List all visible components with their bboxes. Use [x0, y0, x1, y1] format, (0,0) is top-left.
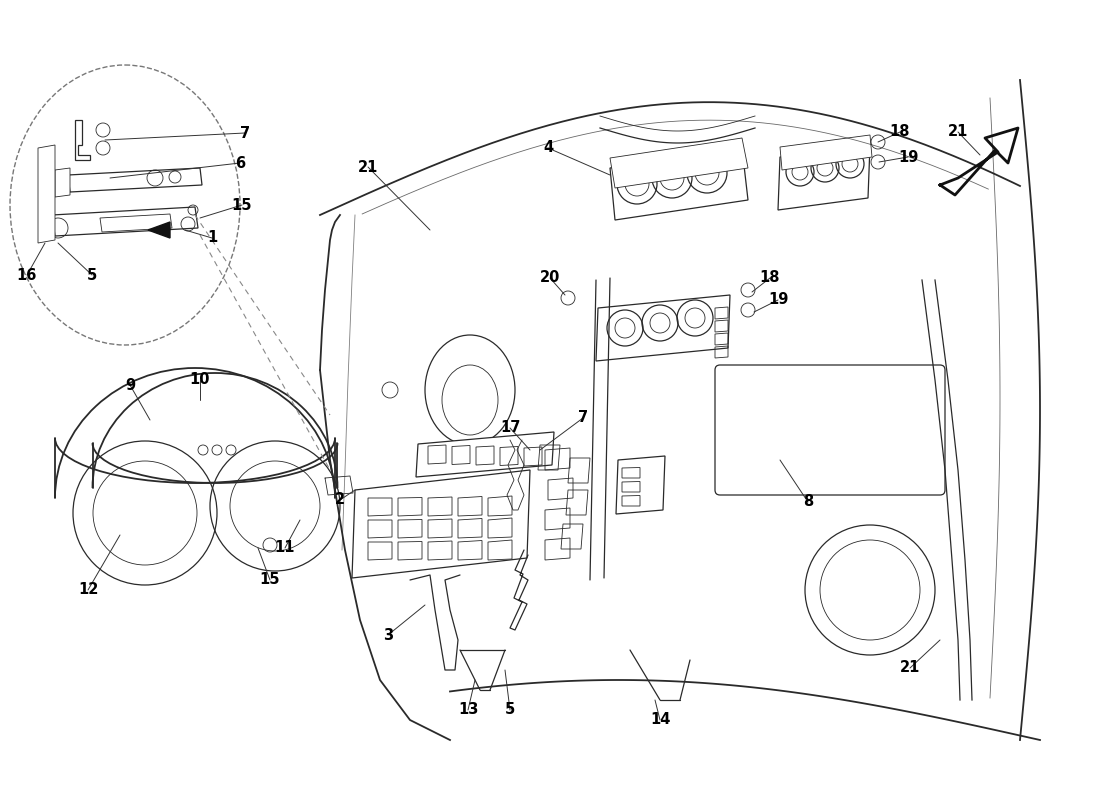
Polygon shape	[39, 145, 55, 243]
Text: 13: 13	[458, 702, 478, 718]
Polygon shape	[352, 470, 530, 578]
Text: 3: 3	[383, 627, 393, 642]
Polygon shape	[68, 168, 202, 192]
Text: 21: 21	[948, 125, 968, 139]
Text: 16: 16	[16, 267, 37, 282]
Text: 21: 21	[358, 159, 378, 174]
Text: 15: 15	[260, 573, 280, 587]
Text: 18: 18	[760, 270, 780, 286]
Text: 21: 21	[900, 661, 921, 675]
Text: 19: 19	[898, 150, 918, 165]
Text: 17: 17	[499, 421, 520, 435]
Text: 19: 19	[768, 293, 789, 307]
Polygon shape	[416, 432, 554, 477]
Text: 1: 1	[207, 230, 217, 246]
Text: 5: 5	[505, 702, 515, 718]
Polygon shape	[610, 148, 748, 220]
Text: 5: 5	[87, 267, 97, 282]
Polygon shape	[778, 145, 870, 210]
Text: 14: 14	[650, 713, 670, 727]
Text: 7: 7	[240, 126, 250, 141]
Polygon shape	[75, 120, 90, 160]
Text: 8: 8	[803, 494, 813, 510]
Text: 4: 4	[543, 141, 553, 155]
Polygon shape	[100, 214, 172, 232]
Text: 10: 10	[189, 373, 210, 387]
Ellipse shape	[425, 335, 515, 445]
Polygon shape	[780, 135, 872, 170]
Polygon shape	[610, 138, 748, 188]
Text: 18: 18	[890, 125, 911, 139]
Polygon shape	[596, 295, 730, 361]
Polygon shape	[55, 168, 70, 197]
Text: 6: 6	[235, 155, 245, 170]
Polygon shape	[940, 128, 1018, 195]
Text: 15: 15	[232, 198, 252, 213]
Polygon shape	[52, 207, 198, 236]
Text: 11: 11	[275, 541, 295, 555]
Text: 9: 9	[125, 378, 135, 393]
Text: 12: 12	[78, 582, 98, 598]
Text: 20: 20	[540, 270, 560, 286]
Text: 7: 7	[578, 410, 588, 426]
Polygon shape	[148, 222, 170, 238]
Text: 2: 2	[334, 493, 345, 507]
